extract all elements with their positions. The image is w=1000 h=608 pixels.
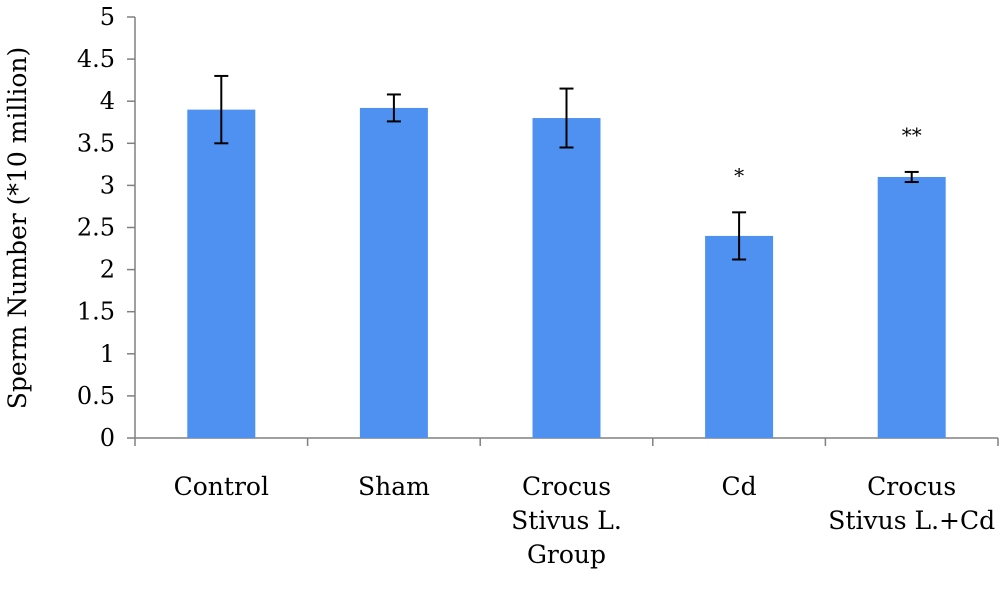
y-tick-label: 1	[100, 340, 115, 368]
significance-marker: **	[902, 123, 922, 147]
x-category-label: Control	[174, 472, 269, 501]
x-category-label: Sham	[358, 472, 430, 501]
y-tick-label: 4	[100, 87, 115, 115]
x-category-label: Stivus L.+Cd	[828, 506, 995, 535]
y-axis-title: Sperm Number (*10 million)	[3, 47, 32, 410]
bar	[532, 118, 601, 438]
bar	[705, 235, 774, 438]
x-category-label: Group	[527, 540, 606, 569]
bar	[877, 176, 946, 439]
y-tick-label: 0	[100, 424, 115, 452]
y-tick-label: 2.5	[77, 214, 115, 242]
y-tick-label: 3.5	[77, 129, 115, 157]
y-tick-label: 2	[100, 256, 115, 284]
x-category-label: Crocus	[522, 472, 611, 501]
x-category-label: Crocus	[867, 472, 956, 501]
y-tick-label: 1.5	[77, 298, 115, 326]
bar	[359, 107, 428, 438]
y-tick-label: 3	[100, 171, 115, 199]
y-tick-label: 0.5	[77, 382, 115, 410]
bar	[187, 109, 256, 439]
x-category-label: Cd	[722, 472, 757, 501]
y-tick-label: 5	[100, 3, 115, 31]
significance-marker: *	[734, 163, 744, 187]
y-tick-label: 4.5	[77, 45, 115, 73]
x-category-label: Stivus L.	[511, 506, 622, 535]
